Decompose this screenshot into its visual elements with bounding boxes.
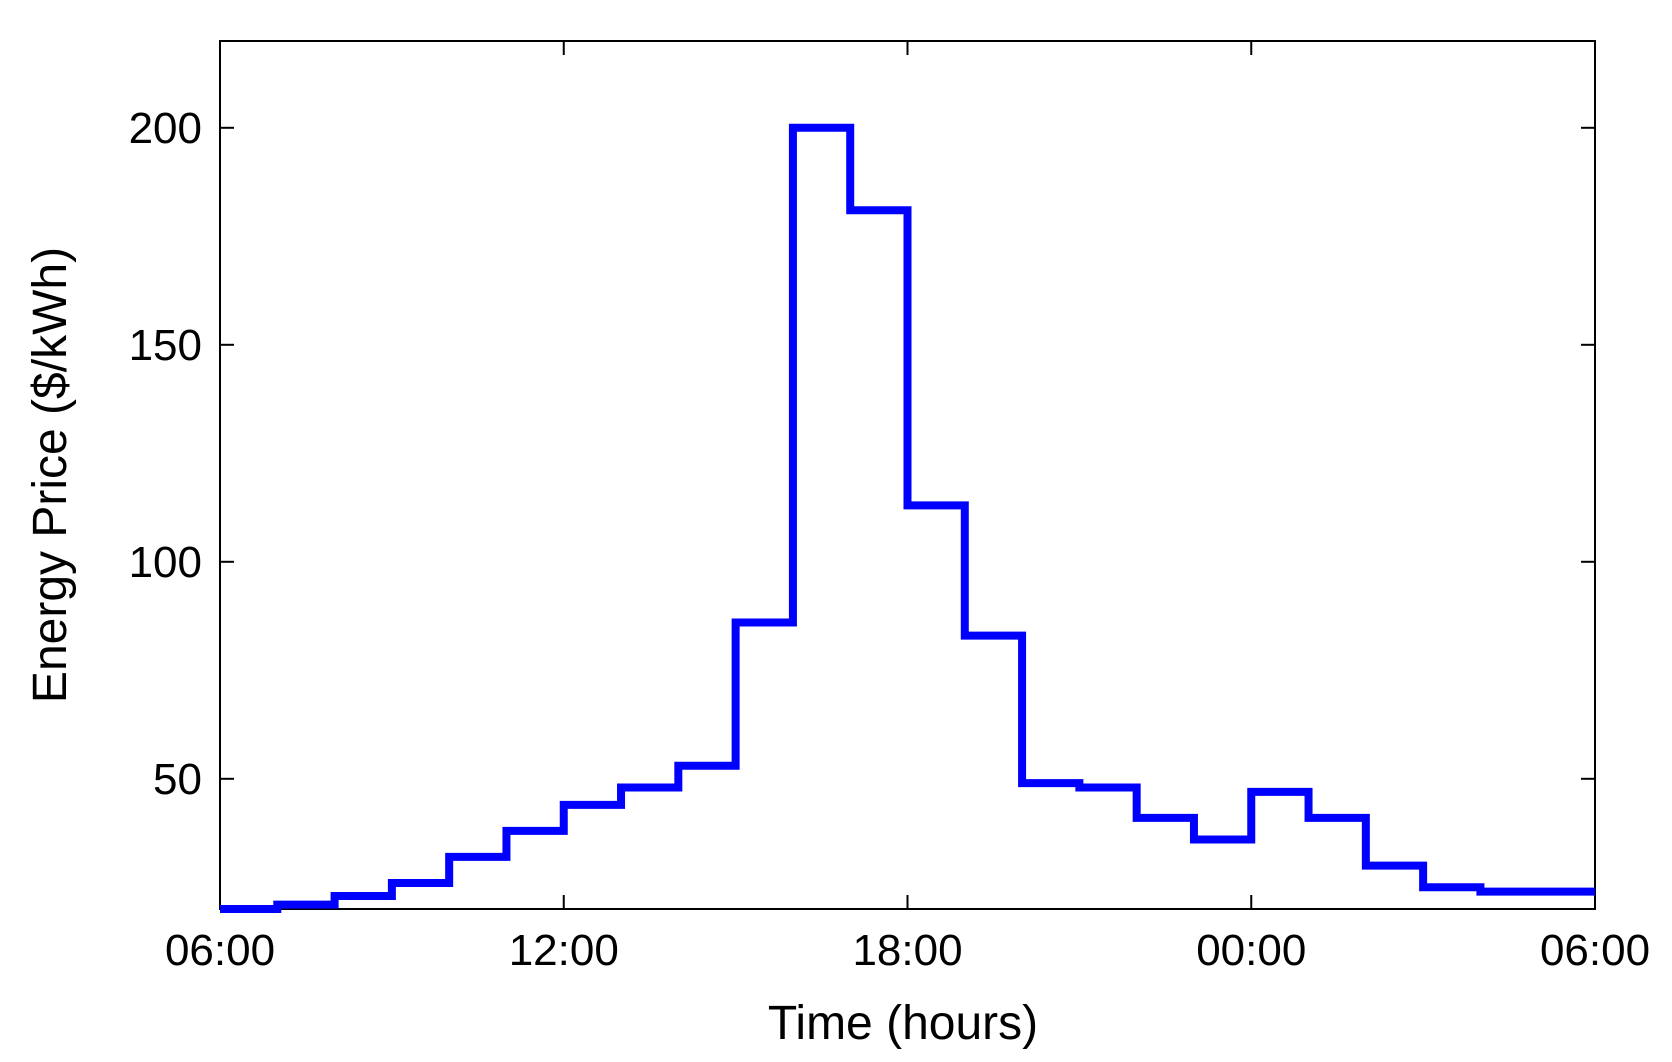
y-axis-ticks: 50 100 150 200 <box>129 104 1595 804</box>
price-step-line <box>220 123 1595 913</box>
x-tick-label: 06:00 <box>1540 926 1650 975</box>
y-tick-label: 200 <box>129 104 202 153</box>
y-axis-label: Energy Price ($/kWh) <box>24 247 77 703</box>
y-tick-label: 100 <box>129 538 202 587</box>
x-tick-label: 00:00 <box>1196 926 1306 975</box>
x-axis-label: Time (hours) <box>768 997 1038 1050</box>
x-tick-label: 06:00 <box>165 926 275 975</box>
x-tick-label: 18:00 <box>852 926 962 975</box>
y-tick-label: 50 <box>153 755 202 804</box>
x-axis-ticks: 06:00 12:00 18:00 00:00 06:00 <box>165 41 1650 975</box>
y-tick-label: 150 <box>129 321 202 370</box>
x-tick-label: 12:00 <box>509 926 619 975</box>
